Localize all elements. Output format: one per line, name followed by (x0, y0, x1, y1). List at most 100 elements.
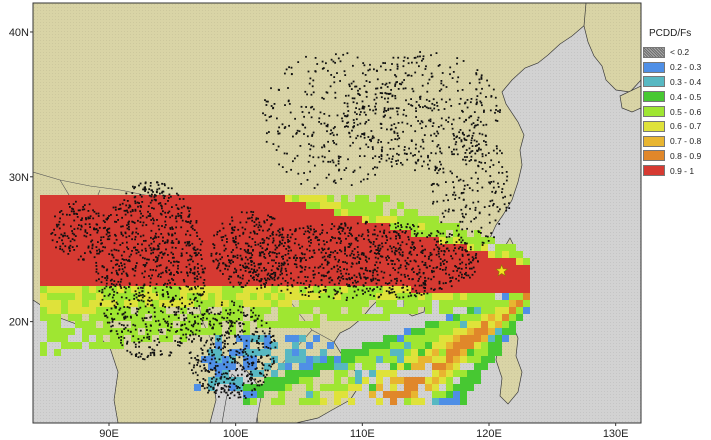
heat-cell (285, 286, 292, 293)
heat-cell (173, 237, 180, 244)
fire-dot (414, 247, 416, 249)
fire-dot (480, 78, 483, 80)
heat-cell (215, 230, 222, 237)
heat-cell (82, 293, 89, 300)
fire-dot (282, 245, 285, 247)
heat-cell (159, 195, 166, 202)
fire-dot (418, 284, 421, 287)
fire-dot (216, 365, 219, 367)
fire-dot (144, 182, 147, 185)
fire-dot (476, 150, 479, 152)
heat-cell (40, 251, 47, 258)
heat-cell (89, 272, 96, 279)
fire-dot (350, 265, 353, 268)
fire-dot (119, 280, 122, 283)
fire-dot (271, 259, 273, 262)
heat-cell (404, 377, 411, 384)
fire-dot (282, 258, 284, 260)
heat-cell (369, 342, 376, 349)
fire-dot (244, 267, 247, 269)
fire-dot (388, 93, 390, 95)
fire-dot (177, 212, 180, 215)
fire-dot (412, 267, 414, 270)
heat-cell (376, 300, 383, 307)
fire-dot (279, 273, 282, 276)
fire-dot (273, 103, 276, 105)
heat-cell (243, 272, 250, 279)
heat-cell (285, 356, 292, 363)
fire-dot (145, 224, 148, 226)
fire-dot (453, 186, 455, 189)
fire-dot (269, 274, 271, 277)
fire-dot (396, 113, 399, 116)
fire-dot (105, 233, 108, 236)
fire-dot (390, 279, 393, 282)
fire-dot (470, 261, 473, 264)
fire-dot (346, 114, 349, 117)
heat-cell (467, 335, 474, 342)
fire-dot (119, 203, 122, 206)
fire-dot (367, 69, 370, 72)
heat-cell (453, 272, 460, 279)
fire-dot (438, 64, 441, 66)
fire-dot (466, 250, 468, 253)
fire-dot (496, 206, 499, 208)
fire-dot (459, 178, 462, 181)
heat-cell (40, 293, 47, 300)
fire-dot (96, 252, 98, 255)
fire-dot (372, 233, 374, 236)
fire-dot (115, 214, 118, 216)
fire-dot (168, 233, 170, 236)
fire-dot (340, 240, 342, 242)
fire-dot (419, 95, 422, 98)
heat-cell (264, 349, 271, 356)
heat-cell (467, 272, 474, 279)
fire-dot (345, 237, 347, 240)
heat-cell (96, 307, 103, 314)
fire-dot (384, 68, 387, 71)
fire-dot (395, 160, 397, 162)
fire-dot (156, 181, 159, 184)
fire-dot (374, 277, 377, 280)
fire-dot (224, 356, 226, 359)
fire-dot (303, 256, 306, 259)
fire-dot (196, 300, 199, 303)
fire-dot (424, 255, 426, 258)
fire-dot (106, 277, 109, 279)
heat-cell (271, 244, 278, 251)
fire-dot (407, 62, 410, 65)
heat-cell (201, 230, 208, 237)
fire-dot (458, 196, 461, 199)
heat-cell (474, 307, 481, 314)
heat-cell (390, 230, 397, 237)
heat-cell (292, 223, 299, 230)
fire-dot (452, 133, 455, 135)
fire-dot (212, 376, 215, 379)
fire-dot (221, 301, 223, 304)
fire-dot (289, 111, 292, 114)
fire-dot (421, 165, 424, 168)
heat-cell (138, 216, 145, 223)
fire-dot (128, 228, 130, 231)
fire-dot (95, 279, 98, 282)
fire-dot (441, 72, 444, 74)
heat-cell (397, 258, 404, 265)
heat-cell (348, 237, 355, 244)
fire-dot (249, 370, 252, 373)
heat-cell (222, 223, 229, 230)
fire-dot (281, 233, 284, 236)
fire-dot (287, 250, 290, 252)
fire-dot (312, 145, 315, 148)
fire-dot (220, 376, 223, 378)
heat-cell (467, 356, 474, 363)
fire-dot (139, 235, 142, 238)
fire-dot (475, 124, 478, 127)
heat-cell (334, 370, 341, 377)
heat-cell (194, 195, 201, 202)
fire-dot (480, 76, 483, 79)
fire-dot (403, 152, 406, 155)
fire-dot (106, 238, 109, 241)
fire-dot (474, 124, 476, 127)
heat-cell (124, 251, 131, 258)
fire-dot (163, 242, 166, 244)
